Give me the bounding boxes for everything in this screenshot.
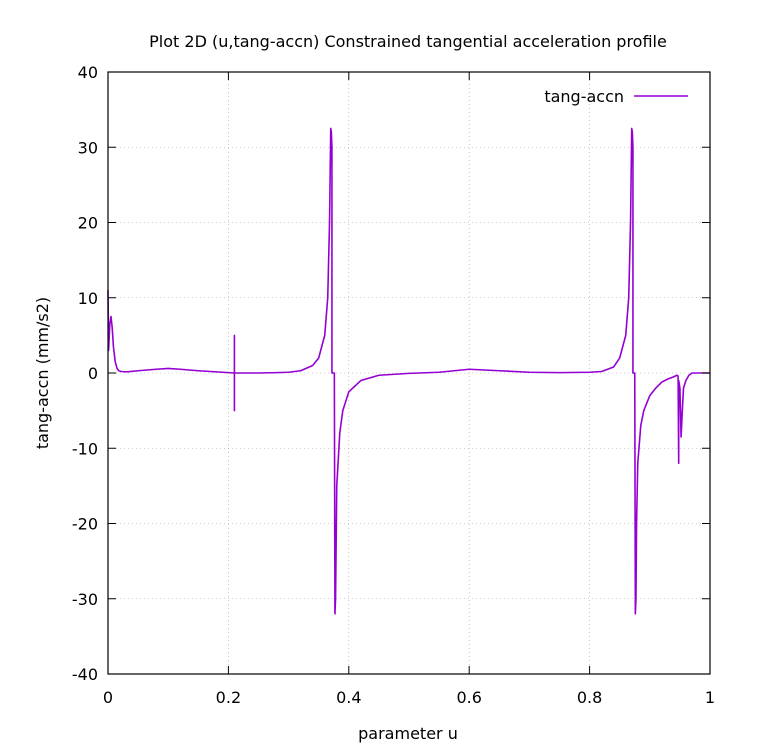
- legend: tang-accn: [544, 87, 688, 106]
- x-tick-label: 0.4: [336, 688, 361, 707]
- y-tick-label: 0: [88, 364, 98, 383]
- x-tick-label: 1: [705, 688, 715, 707]
- tick-labels: 0 0.2 0.4 0.6 0.8 1 -40 -30 -20 -10 0 10 20 30 40: [72, 63, 715, 707]
- series-layer: [107, 127, 710, 615]
- x-tick-label: 0.2: [216, 688, 241, 707]
- series-line-tang-accn: [107, 127, 710, 615]
- y-tick-label: 40: [78, 63, 98, 82]
- y-tick-label: 30: [78, 138, 98, 157]
- y-tick-label: -10: [72, 439, 98, 458]
- y-tick-label: 10: [78, 289, 98, 308]
- y-tick-label: -40: [72, 665, 98, 684]
- x-axis-label: parameter u: [358, 724, 458, 743]
- x-tick-label: 0.8: [577, 688, 602, 707]
- x-tick-label: 0: [103, 688, 113, 707]
- y-tick-label: -20: [72, 515, 98, 534]
- chart-title: Plot 2D (u,tang-accn) Constrained tangen…: [149, 32, 667, 51]
- y-axis-label: tang-accn (mm/s2): [33, 297, 52, 449]
- axis-ticks: [107, 71, 711, 675]
- y-tick-label: 20: [78, 214, 98, 233]
- legend-label: tang-accn: [544, 87, 624, 106]
- y-tick-label: -30: [72, 590, 98, 609]
- x-tick-label: 0.6: [456, 688, 481, 707]
